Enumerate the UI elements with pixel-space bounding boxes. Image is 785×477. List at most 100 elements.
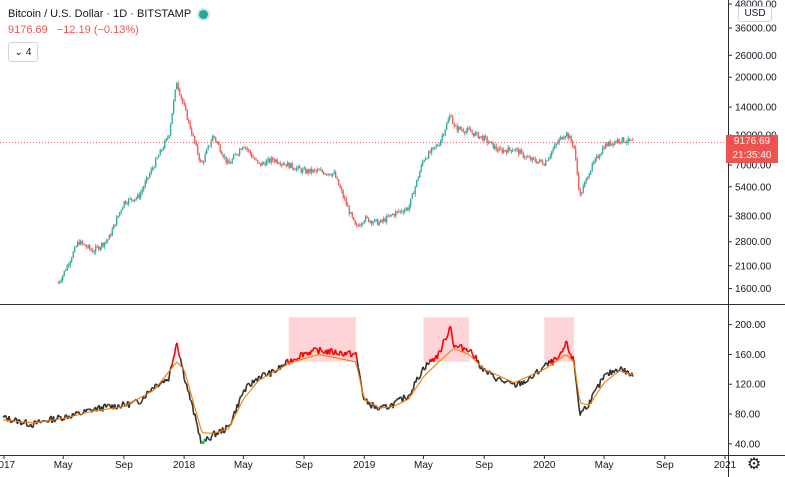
price-pane[interactable] [0,81,728,285]
candle-body [384,218,386,222]
candle-body [176,83,178,90]
candle-body [434,147,436,148]
price-axis-label: 48000.00 [735,0,777,11]
candle-body [431,148,433,153]
candle-body [233,155,235,160]
indicator-segment [567,349,571,354]
time-axis-label: Sep [475,460,493,471]
indicator-segment [349,350,352,358]
candle-body [257,160,259,163]
candle-body [116,217,118,226]
candle-body [138,194,140,198]
candle-body [495,145,497,150]
indicator-segment [153,383,157,389]
indicator-segment [238,395,242,401]
indicator-segment [334,349,338,355]
candle-body [227,160,229,163]
candle-body [204,153,206,162]
indicator-segment [470,348,473,354]
candle-body [219,144,221,152]
candle-body [501,149,503,153]
candle-body [356,224,358,226]
candle-body [180,94,182,98]
candle-body [383,218,385,222]
indicator-segment [321,350,325,354]
candle-body [398,211,400,213]
indicators-collapse-button[interactable]: ⌄ 4 [8,42,38,62]
candle-body [183,102,185,106]
candle-body [192,134,194,136]
candle-body [330,175,332,176]
candle-body [602,147,604,154]
candle-body [185,105,187,110]
candle-body [594,158,596,163]
candle-body [287,162,289,167]
candle-body [195,142,197,146]
candle-body [236,154,238,156]
indicator-pane[interactable] [2,317,634,445]
indicator-axis-label: 160.00 [735,350,766,361]
indicator-segment [340,351,344,356]
indicator-segment [86,408,89,411]
candle-body [429,151,431,153]
candle-body [600,153,602,156]
candle-body [114,224,116,226]
candle-body [306,169,308,174]
symbol-title[interactable]: Bitcoin / U.S. Dollar · 1D · BITSTAMP [8,8,192,20]
price-change: −12.19 (−0.13%) [56,24,139,36]
candle-body [441,135,443,141]
indicator-segment [495,378,499,382]
candle-body [546,160,548,162]
indicator-segment [187,390,190,393]
indicator-segment [256,375,260,382]
candle-body [273,160,275,162]
indicator-segment [562,346,566,350]
candle-body [60,280,62,282]
indicator-segment [209,435,213,441]
candle-body [125,201,127,204]
indicator-segment [410,389,413,395]
indicator-segment [602,374,605,381]
candle-body [68,265,70,266]
candle-body [590,170,592,175]
candle-body [197,145,199,154]
candle-body [156,157,158,159]
indicator-segment [320,349,323,352]
candle-body [222,154,224,158]
candle-body [153,167,155,169]
time-axis-label: Sep [115,460,133,471]
candle-body [504,149,506,151]
candle-body [609,141,611,146]
indicator-segment [190,400,194,406]
candle-body [339,185,341,189]
candle-body [263,162,265,164]
overbought-zone [304,317,319,362]
candle-body [566,132,568,137]
time-axis-label: Sep [656,460,674,471]
gear-icon[interactable]: ⚙ [746,456,762,473]
candle-body [363,220,365,224]
indicator-segment [403,394,406,399]
candle-body [485,135,487,138]
indicator-segment [298,353,302,360]
indicator-segment [436,351,440,360]
indicator-segment [185,383,189,392]
currency-badge[interactable]: USD [738,6,772,22]
indicator-segment [592,390,596,394]
candle-body [470,129,472,132]
indicator-segment [179,358,183,366]
candle-body [560,136,562,140]
indicator-segment [593,388,597,392]
countdown-tag: 21:35:40 [726,149,778,164]
indicator-segment [499,377,502,380]
price-axis-label: 1600.00 [735,284,772,295]
indicator-segment [357,367,361,374]
candle-body [380,219,382,223]
indicator-segment [586,406,590,409]
candle-body [540,159,542,162]
indicator-segment [328,348,332,355]
candle-body [542,161,544,165]
candle-body [543,164,545,166]
indicator-segment [581,408,585,412]
